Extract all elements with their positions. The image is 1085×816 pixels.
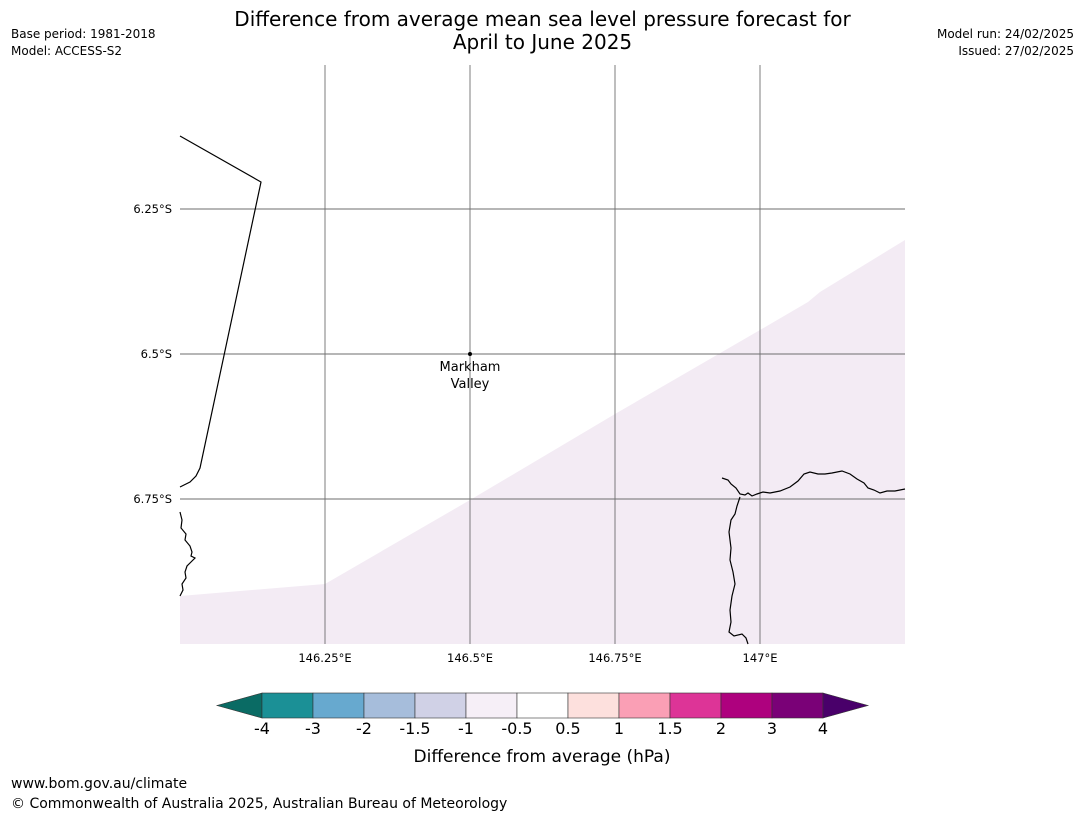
lat-label-6-25: 6.25°S: [133, 202, 172, 216]
river-south: [728, 496, 749, 645]
colorbar-arrow-high: [822, 692, 870, 719]
colorbar-tick-label: 1.5: [657, 719, 682, 738]
place-label-line-2: Valley: [451, 377, 490, 392]
lat-label-6-75: 6.75°S: [133, 492, 172, 506]
run-info: Model run: 24/02/2025 Issued: 27/02/2025: [937, 26, 1074, 60]
border-line-west: [179, 135, 262, 488]
lon-label-146-75: 146.75°E: [588, 651, 641, 665]
colorbar-swatch: [516, 692, 569, 719]
colorbar-swatch: [720, 692, 773, 719]
colorbar-swatch: [363, 692, 416, 719]
colorbar-tick-label: 4: [818, 719, 828, 738]
colorbar-swatch: [618, 692, 671, 719]
shaded-anomaly-region: [180, 240, 905, 644]
model-info: Base period: 1981-2018 Model: ACCESS-S2: [11, 26, 156, 60]
lon-label-146-25: 146.25°E: [298, 651, 351, 665]
colorbar-arrow-low: [215, 692, 263, 719]
colorbar-swatch: [567, 692, 620, 719]
colorbar-swatch: [771, 692, 824, 719]
colorbar-tick-label: -3: [305, 719, 321, 738]
footer-url: www.bom.gov.au/climate: [11, 776, 188, 792]
colorbar-swatch: [261, 692, 314, 719]
colorbar-tick-label: 2: [716, 719, 726, 738]
place-label-line-1: Markham: [440, 360, 501, 375]
map-panel: Markham Valley 6.25°S 6.5°S 6.75°S 146.2…: [133, 65, 906, 665]
colorbar-swatch: [312, 692, 365, 719]
markham-valley-marker: [468, 352, 472, 356]
gridlines: [180, 65, 905, 644]
colorbar: -4 -3 -2 -1.5 -1 -0.5 0.5 1 1.5 2 3 4: [215, 692, 870, 738]
footer-copyright: © Commonwealth of Australia 2025, Austra…: [11, 796, 508, 812]
colorbar-tick-label: 0.5: [555, 719, 580, 738]
colorbar-tick-label: 3: [767, 719, 777, 738]
coastlines: [179, 135, 906, 645]
river-east: [721, 470, 906, 497]
coastline-west: [179, 511, 197, 597]
lat-label-6-5: 6.5°S: [141, 347, 172, 361]
colorbar-swatch: [414, 692, 467, 719]
colorbar-tick-label: -0.5: [501, 719, 532, 738]
lon-label-146-5: 146.5°E: [447, 651, 493, 665]
colorbar-title: Difference from average (hPa): [414, 747, 671, 767]
colorbar-tick-label: -4: [254, 719, 270, 738]
model-name-text: Model: ACCESS-S2: [11, 44, 123, 58]
colorbar-tick-label: 1: [614, 719, 624, 738]
chart-title: Difference from average mean sea level p…: [0, 8, 1085, 54]
model-run-text: Model run: 24/02/2025: [936, 27, 1074, 41]
colorbar-tick-label: -1: [458, 719, 474, 738]
lon-label-147: 147°E: [743, 651, 778, 665]
colorbar-tick-label: -1.5: [399, 719, 430, 738]
colorbar-swatch: [465, 692, 518, 719]
colorbar-swatch: [669, 692, 722, 719]
issued-text: Issued: 27/02/2025: [958, 44, 1074, 58]
colorbar-tick-label: -2: [356, 719, 372, 738]
base-period-text: Base period: 1981-2018: [11, 27, 156, 41]
title-line-1: Difference from average mean sea level p…: [234, 7, 851, 31]
title-line-2: April to June 2025: [452, 30, 633, 54]
